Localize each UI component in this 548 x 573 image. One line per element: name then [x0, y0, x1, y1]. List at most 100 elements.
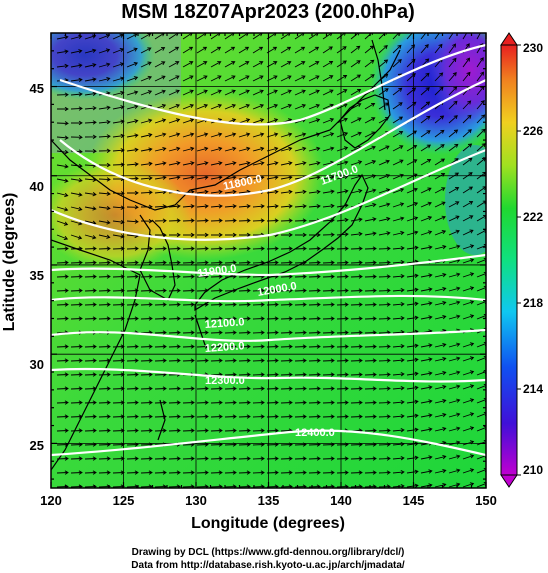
- wind-vector: [224, 316, 237, 321]
- wind-vector: [420, 44, 429, 54]
- wind-vector: [420, 245, 433, 250]
- wind-vector: [210, 89, 222, 96]
- wind-vector: [336, 330, 349, 335]
- wind-vector: [154, 316, 167, 321]
- wind-vector: [196, 428, 209, 433]
- wind-vector: [168, 344, 181, 349]
- wind-vector: [294, 204, 307, 209]
- wind-vector: [322, 358, 335, 363]
- wind-vector: [434, 412, 447, 418]
- wind-vector: [462, 412, 475, 418]
- wind-vector: [434, 115, 445, 124]
- wind-vector: [84, 91, 97, 96]
- wind-vector: [154, 146, 167, 152]
- wind-vector: [140, 400, 153, 405]
- wind-vector: [238, 175, 251, 180]
- wind-vector: [196, 246, 209, 251]
- wind-vector: [98, 470, 111, 475]
- y-axis-label: Latitude (degrees): [1, 193, 18, 332]
- wind-vector: [448, 286, 461, 292]
- wind-vector: [448, 244, 461, 250]
- wind-vector: [168, 103, 181, 110]
- wind-vector: [182, 75, 194, 82]
- wind-vector: [406, 469, 419, 474]
- wind-vector: [210, 442, 223, 447]
- wind-vector: [238, 132, 251, 138]
- wind-vector: [210, 456, 223, 461]
- wind-vector: [98, 414, 111, 419]
- wind-vector: [448, 314, 461, 320]
- wind-vector: [434, 144, 445, 152]
- wind-vector: [308, 146, 321, 152]
- wind-vector: [462, 468, 475, 474]
- wind-vector: [56, 92, 69, 97]
- wind-vector: [350, 188, 363, 194]
- wind-vector: [392, 371, 405, 377]
- wind-vector: [294, 146, 307, 152]
- wind-vector: [238, 316, 251, 321]
- wind-vector: [98, 428, 111, 433]
- wind-vector: [126, 470, 139, 475]
- wind-vector: [84, 288, 97, 293]
- wind-vector: [420, 201, 432, 208]
- wind-vector: [420, 315, 433, 320]
- wind-vector: [154, 274, 167, 279]
- wind-vector: [140, 386, 153, 391]
- wind-vector: [140, 428, 153, 433]
- wind-vector: [462, 300, 475, 306]
- wind-vector: [56, 400, 69, 405]
- wind-vector: [336, 400, 349, 405]
- wind-vector: [56, 414, 69, 419]
- wind-vector: [126, 344, 139, 349]
- wind-vector: [154, 386, 167, 391]
- wind-vector: [168, 358, 181, 363]
- wind-vector: [140, 75, 153, 82]
- wind-vector: [280, 316, 293, 321]
- wind-vector: [84, 34, 97, 40]
- wind-vector: [420, 87, 430, 96]
- wind-vector: [462, 186, 474, 194]
- wind-vector: [392, 413, 405, 419]
- wind-vector: [448, 272, 461, 278]
- wind-vector: [126, 442, 139, 447]
- wind-vector: [168, 132, 181, 138]
- wind-vector: [238, 75, 250, 82]
- wind-vector: [420, 455, 433, 460]
- wind-vector: [126, 260, 139, 265]
- wind-vector: [448, 370, 461, 376]
- wind-vector: [350, 414, 363, 419]
- wind-vector: [350, 470, 363, 475]
- wind-vector: [364, 428, 377, 433]
- wind-vector: [266, 103, 279, 110]
- wind-vector: [448, 186, 460, 194]
- colorbar-tick-230: 230: [523, 41, 543, 55]
- wind-vector: [336, 131, 349, 138]
- wind-vector: [238, 161, 251, 166]
- wind-vector: [392, 343, 405, 349]
- wind-vector: [154, 118, 167, 124]
- wind-vector: [336, 232, 349, 237]
- wind-vector: [266, 260, 279, 265]
- wind-vector: [322, 218, 335, 223]
- colorbar-min-triangle: [500, 474, 518, 488]
- wind-vector: [140, 132, 153, 138]
- wind-vector: [308, 456, 321, 461]
- wind-vector: [420, 469, 433, 474]
- wind-vector: [406, 130, 418, 138]
- wind-vector: [182, 161, 195, 166]
- cold-region-northwest: [51, 33, 155, 100]
- wind-vector: [294, 442, 307, 447]
- wind-vector: [56, 386, 69, 391]
- wind-vector: [70, 77, 83, 83]
- wind-vector: [476, 186, 486, 194]
- axis-ticks: [50, 33, 487, 488]
- wind-vector: [70, 135, 83, 140]
- wind-vector: [434, 43, 443, 54]
- wind-vector: [448, 33, 456, 40]
- wind-vector: [224, 146, 237, 152]
- wind-vector: [434, 314, 447, 320]
- wind-vector: [448, 356, 461, 362]
- wind-vector: [294, 330, 307, 335]
- wind-vector: [126, 400, 139, 405]
- wind-vector: [224, 246, 237, 251]
